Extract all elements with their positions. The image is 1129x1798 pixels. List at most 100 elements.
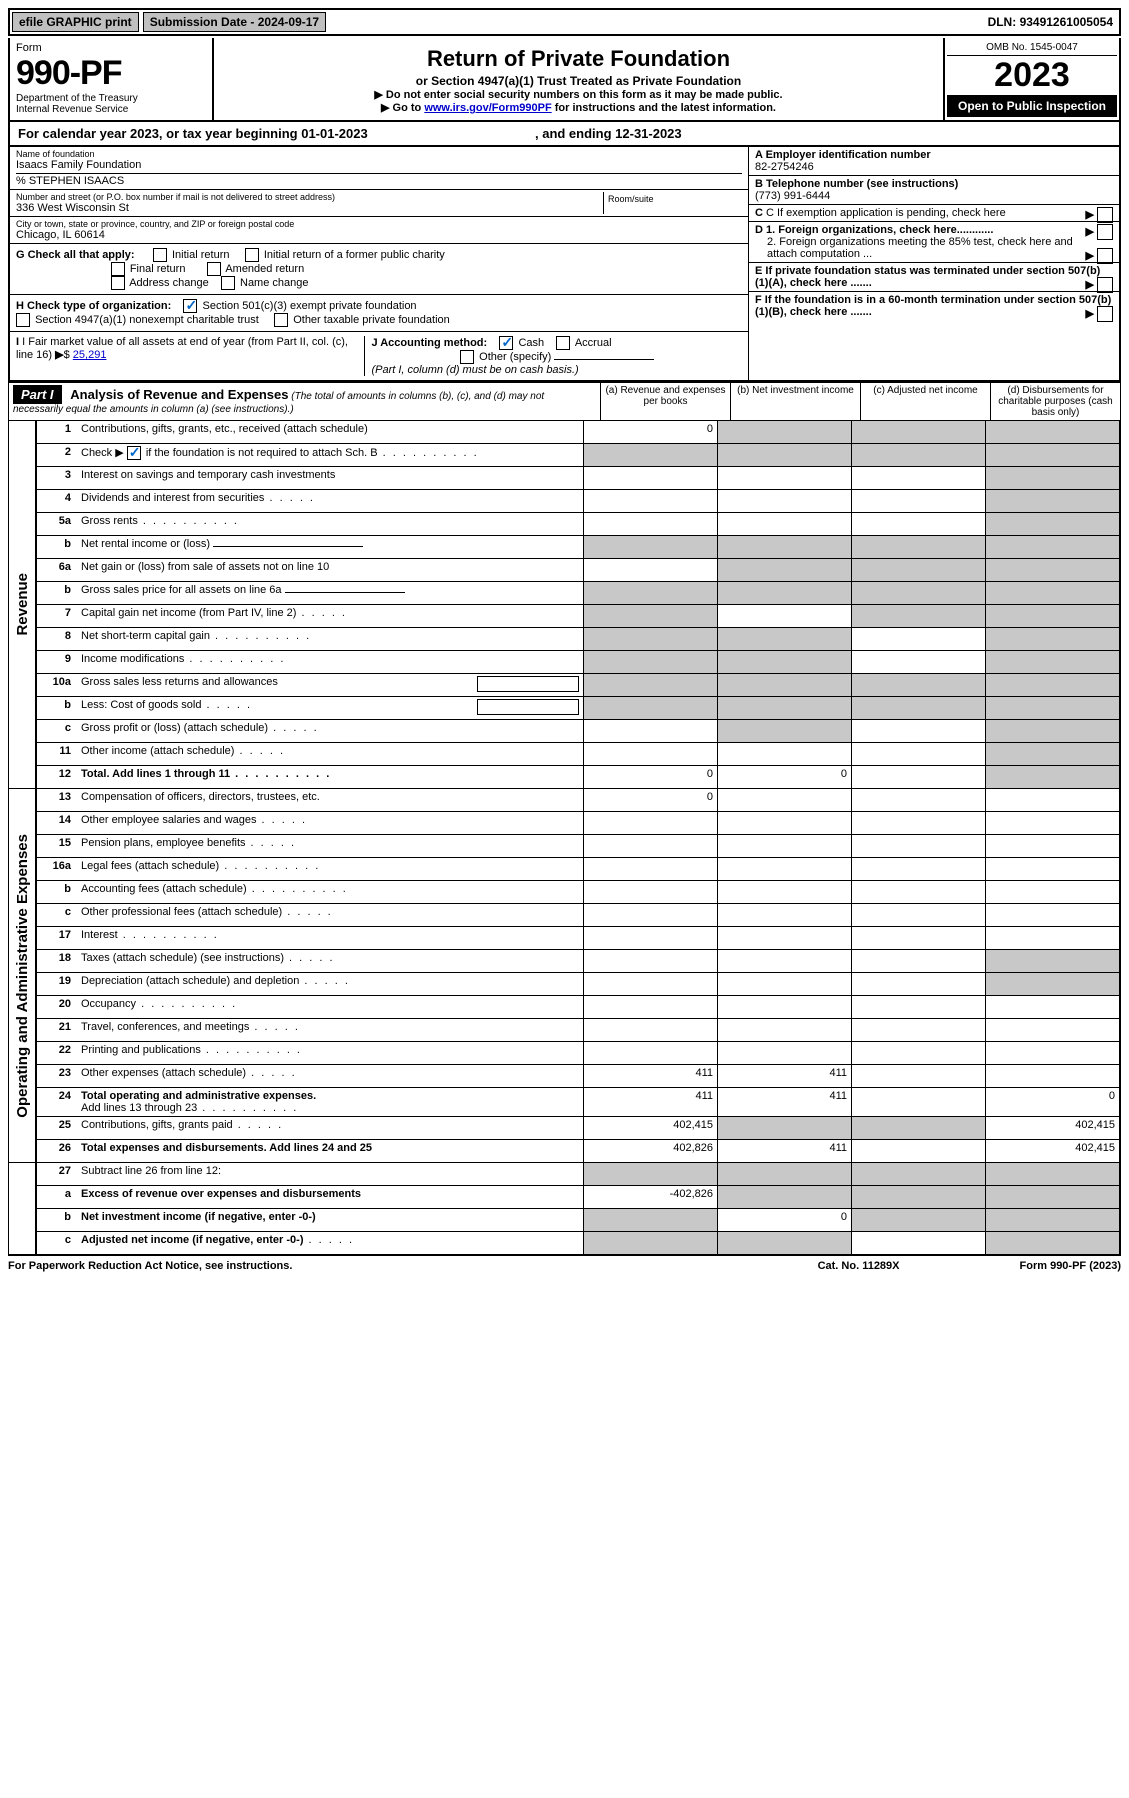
line-16c: cOther professional fees (attach schedul… xyxy=(36,904,1120,927)
g-name: Name change xyxy=(240,277,309,289)
revenue-group: Revenue 1Contributions, gifts, grants, e… xyxy=(8,421,1121,789)
dln-box: DLN: 93491261005054 xyxy=(982,13,1119,31)
footer-left: For Paperwork Reduction Act Notice, see … xyxy=(8,1260,292,1272)
checkbox-4947[interactable] xyxy=(16,313,30,327)
l21-desc: Travel, conferences, and meetings xyxy=(77,1019,583,1041)
l24-d: 0 xyxy=(985,1088,1119,1116)
checkbox-e[interactable] xyxy=(1097,277,1113,293)
l6a-desc: Net gain or (loss) from sale of assets n… xyxy=(77,559,583,581)
l27-desc: Subtract line 26 from line 12: xyxy=(77,1163,583,1185)
info-right: A Employer identification number 82-2754… xyxy=(748,147,1119,380)
foundation-name: Isaacs Family Foundation xyxy=(16,159,742,171)
checkbox-address-change[interactable] xyxy=(111,276,125,290)
line27-group: 27Subtract line 26 from line 12: aExcess… xyxy=(8,1163,1121,1256)
l23-a: 411 xyxy=(583,1065,717,1087)
checkbox-initial-former[interactable] xyxy=(245,248,259,262)
line-17: 17Interest xyxy=(36,927,1120,950)
instr-pre: ▶ Go to xyxy=(381,102,424,114)
l25-a: 402,415 xyxy=(583,1117,717,1139)
l26-a: 402,826 xyxy=(583,1140,717,1162)
line-27b: bNet investment income (if negative, ent… xyxy=(36,1209,1120,1232)
d1-label: D 1. Foreign organizations, check here..… xyxy=(755,224,993,236)
checkbox-other-method[interactable] xyxy=(460,350,474,364)
l12-b: 0 xyxy=(717,766,851,788)
section-g: G Check all that apply: Initial return I… xyxy=(10,244,748,295)
l18-desc: Taxes (attach schedule) (see instruction… xyxy=(77,950,583,972)
room-label: Room/suite xyxy=(608,194,654,204)
l23-b: 411 xyxy=(717,1065,851,1087)
city-cell: City or town, state or province, country… xyxy=(10,217,748,244)
revenue-side: Revenue xyxy=(9,421,36,789)
info-left: Name of foundation Isaacs Family Foundat… xyxy=(10,147,748,380)
l14-desc: Other employee salaries and wages xyxy=(77,812,583,834)
l1-desc: Contributions, gifts, grants, etc., rece… xyxy=(77,421,583,443)
name-cell: Name of foundation Isaacs Family Foundat… xyxy=(10,147,748,190)
checkbox-initial-return[interactable] xyxy=(153,248,167,262)
fmv-link[interactable]: 25,291 xyxy=(73,349,107,361)
l13-desc: Compensation of officers, directors, tru… xyxy=(77,789,583,811)
checkbox-f[interactable] xyxy=(1097,306,1113,322)
c-cell: C C If exemption application is pending,… xyxy=(749,205,1119,222)
revenue-label: Revenue xyxy=(14,573,31,636)
l24-b: 411 xyxy=(717,1088,851,1116)
line-2: 2Check ▶ if the foundation is not requir… xyxy=(36,444,1120,467)
d-cell: D 1. Foreign organizations, check here..… xyxy=(749,222,1119,263)
l5b-desc: Net rental income or (loss) xyxy=(77,536,583,558)
line-27a: aExcess of revenue over expenses and dis… xyxy=(36,1186,1120,1209)
irs-link[interactable]: www.irs.gov/Form990PF xyxy=(424,102,551,114)
ein-value: 82-2754246 xyxy=(755,161,1113,173)
checkbox-accrual[interactable] xyxy=(556,336,570,350)
line-12: 12Total. Add lines 1 through 1100 xyxy=(36,766,1120,789)
checkbox-other-taxable[interactable] xyxy=(274,313,288,327)
expenses-side: Operating and Administrative Expenses xyxy=(9,789,36,1163)
l27b-b: 0 xyxy=(717,1209,851,1231)
l23-desc: Other expenses (attach schedule) xyxy=(77,1065,583,1087)
line-6b: bGross sales price for all assets on lin… xyxy=(36,582,1120,605)
part1-badge: Part I xyxy=(13,385,62,404)
d2-label: 2. Foreign organizations meeting the 85%… xyxy=(767,236,1073,260)
l10c-desc: Gross profit or (loss) (attach schedule) xyxy=(77,720,583,742)
l27c-desc: Adjusted net income (if negative, enter … xyxy=(77,1232,583,1254)
page-footer: For Paperwork Reduction Act Notice, see … xyxy=(8,1256,1121,1276)
checkbox-final-return[interactable] xyxy=(111,262,125,276)
l24-desc: Total operating and administrative expen… xyxy=(77,1088,583,1116)
l11-desc: Other income (attach schedule) xyxy=(77,743,583,765)
a-label: A Employer identification number xyxy=(755,149,1113,161)
addr-label: Number and street (or P.O. box number if… xyxy=(16,192,603,202)
l25-d: 402,415 xyxy=(985,1117,1119,1139)
g-address: Address change xyxy=(129,277,209,289)
checkbox-schb[interactable] xyxy=(127,446,141,460)
section-ij: I I Fair market value of all assets at e… xyxy=(10,332,748,380)
checkbox-d2[interactable] xyxy=(1097,248,1113,264)
ein-cell: A Employer identification number 82-2754… xyxy=(749,147,1119,176)
l22-desc: Printing and publications xyxy=(77,1042,583,1064)
l16c-desc: Other professional fees (attach schedule… xyxy=(77,904,583,926)
l7-desc: Capital gain net income (from Part IV, l… xyxy=(77,605,583,627)
l3-desc: Interest on savings and temporary cash i… xyxy=(77,467,583,489)
f-label: F If the foundation is in a 60-month ter… xyxy=(755,294,1111,318)
instr-post: for instructions and the latest informat… xyxy=(552,102,776,114)
line27-body: 27Subtract line 26 from line 12: aExcess… xyxy=(36,1163,1120,1254)
checkbox-c[interactable] xyxy=(1097,207,1113,223)
irs-label: Internal Revenue Service xyxy=(16,104,206,115)
efile-print-button[interactable]: efile GRAPHIC print xyxy=(12,12,139,32)
instr-link-row: ▶ Go to www.irs.gov/Form990PF for instru… xyxy=(222,101,935,114)
f-cell: F If the foundation is in a 60-month ter… xyxy=(749,292,1119,320)
instr-ssn: ▶ Do not enter social security numbers o… xyxy=(222,88,935,101)
l2-desc: Check ▶ if the foundation is not require… xyxy=(77,444,583,466)
checkbox-cash[interactable] xyxy=(499,336,513,350)
e-cell: E If private foundation status was termi… xyxy=(749,263,1119,292)
address-cell: Number and street (or P.O. box number if… xyxy=(10,190,748,217)
col-c-header: (c) Adjusted net income xyxy=(860,383,990,420)
line-27c: cAdjusted net income (if negative, enter… xyxy=(36,1232,1120,1254)
l26-d: 402,415 xyxy=(985,1140,1119,1162)
line-13: 13Compensation of officers, directors, t… xyxy=(36,789,1120,812)
footer-form: Form 990-PF (2023) xyxy=(1020,1260,1121,1272)
checkbox-name-change[interactable] xyxy=(221,276,235,290)
checkbox-d1[interactable] xyxy=(1097,224,1113,240)
l2-pre: Check ▶ xyxy=(81,447,124,459)
phone-value: (773) 991-6444 xyxy=(755,190,1113,202)
checkbox-501c3[interactable] xyxy=(183,299,197,313)
name-label: Name of foundation xyxy=(16,149,742,159)
checkbox-amended-return[interactable] xyxy=(207,262,221,276)
